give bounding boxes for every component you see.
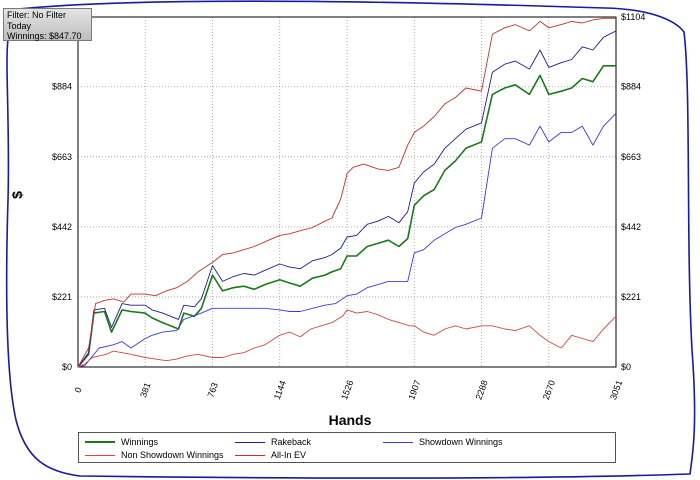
y-tick-label-right: $0: [621, 362, 631, 372]
legend-item-rakeback: Rakeback: [235, 436, 311, 448]
legend-item-winnings: Winnings: [85, 436, 158, 448]
y-tick-label-left: $663: [52, 152, 72, 162]
legend-label-non-showdown: Non Showdown Winnings: [121, 450, 224, 460]
x-tick-label: 1526: [339, 379, 355, 401]
hand-drawn-outline: [5, 0, 696, 479]
x-tick-label: 3051: [608, 379, 624, 401]
legend-swatch-showdown: [383, 441, 413, 443]
series-group: [77, 17, 617, 368]
x-tick-label: 1907: [406, 379, 422, 401]
legend-item-allin-ev: All-In EV: [235, 449, 306, 461]
filter-winnings: Winnings: $847.70: [7, 31, 82, 41]
y-tick-label-right: $663: [621, 152, 641, 162]
series-line-rakeback: [77, 30, 617, 368]
y-tick-label-left: $221: [52, 292, 72, 302]
y-tick-label-right: $884: [621, 82, 641, 92]
x-tick-label: 2670: [541, 379, 557, 401]
legend-label-showdown: Showdown Winnings: [419, 437, 503, 447]
y-tick-label-right: $1104: [621, 12, 645, 22]
series-line-showdown-winnings: [77, 113, 617, 368]
legend-item-non-showdown: Non Showdown Winnings: [85, 449, 224, 461]
x-tick-label: 1144: [272, 379, 288, 401]
filter-info-box: Filter: No Filter Today Winnings: $847.7…: [3, 8, 92, 41]
series-line-winnings: [77, 65, 616, 368]
series-line-non-showdown-winnings: [77, 309, 617, 368]
legend-label-allin-ev: All-In EV: [271, 450, 307, 460]
legend-label-rakeback: Rakeback: [271, 437, 312, 447]
x-tick-label: 381: [138, 381, 153, 399]
legend-swatch-allin-ev: [235, 454, 265, 456]
tick-labels: 0 381 763 1144 1526 1907 2288 2670 3051 $0 $0 $221 $…: [52, 12, 645, 401]
y-tick-label-left: $442: [52, 222, 72, 232]
y-tick-label-left: $884: [52, 82, 72, 92]
gridlines: [78, 17, 616, 367]
x-axis-label: Hands: [329, 412, 372, 428]
y-axis-label: $: [9, 191, 25, 199]
y-tick-label-right: $442: [621, 222, 641, 232]
legend-swatch-winnings: [85, 441, 115, 443]
filter-label: Filter: No Filter: [7, 10, 67, 20]
plot-frame: [77, 16, 617, 368]
filter-date: Today: [7, 20, 32, 31]
x-tick-label: 0: [73, 386, 84, 394]
series-line-all-in-ev: [77, 17, 616, 368]
legend-swatch-non-showdown: [85, 454, 115, 456]
x-tick-label: 763: [205, 381, 220, 399]
legend: Winnings Rakeback Showdown Winnings Non …: [78, 432, 616, 463]
legend-swatch-rakeback: [235, 441, 265, 443]
x-tick-label: 2288: [474, 379, 490, 401]
y-tick-label-left: $0: [62, 362, 72, 372]
legend-label-winnings: Winnings: [121, 437, 159, 447]
legend-item-showdown: Showdown Winnings: [383, 436, 503, 448]
y-tick-label-right: $221: [621, 292, 641, 302]
